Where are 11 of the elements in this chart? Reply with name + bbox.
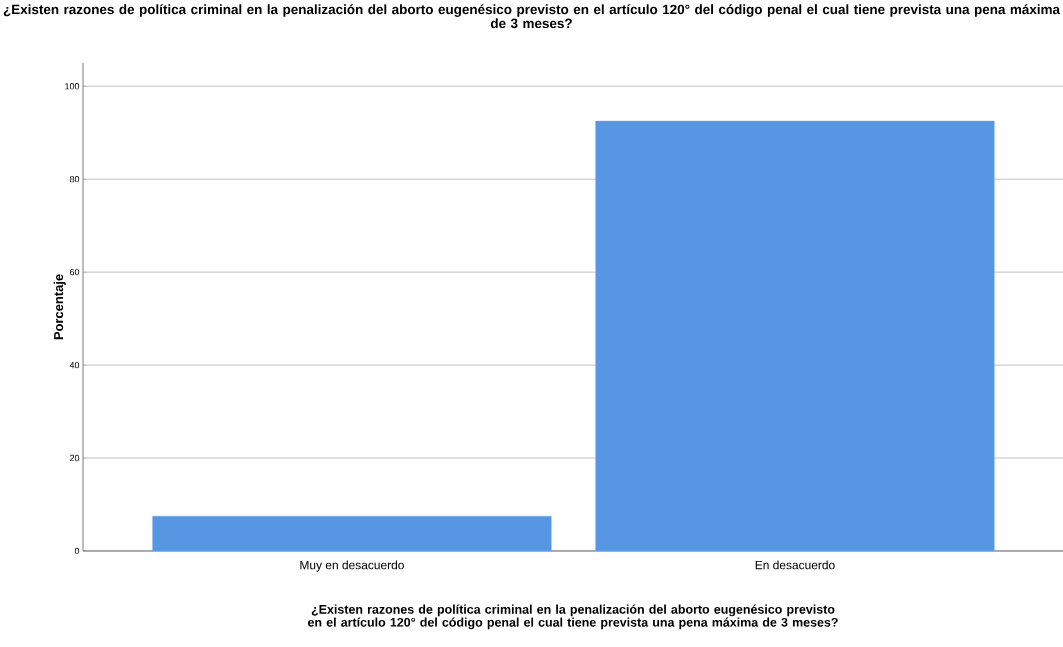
y-tick-label: 60 — [69, 268, 80, 276]
x-tick-label: En desacuerdo — [755, 560, 835, 570]
y-axis-title: Porcentaje — [53, 274, 66, 340]
y-tick-label: 0 — [74, 547, 80, 555]
x-axis-title: ¿Existen razones de política criminal en la penalización del aborto eugenésico previsto en el artículo 120° del código penal el cual tiene prevista una pena máxima de 3 meses? — [308, 604, 838, 630]
y-tick-label: 20 — [69, 454, 80, 462]
y-tick-label: 40 — [69, 361, 80, 369]
chart-title: ¿Existen razones de política criminal en la penalización del aborto eugenésico previsto en el artículo 120° del código penal el cual tiene prevista una pena máxima de 3 meses? — [3, 4, 1061, 29]
x-tick-label: Muy en desacuerdo — [300, 560, 404, 572]
y-tick-label: 80 — [69, 175, 80, 183]
y-tick-label: 100 — [65, 83, 80, 90]
